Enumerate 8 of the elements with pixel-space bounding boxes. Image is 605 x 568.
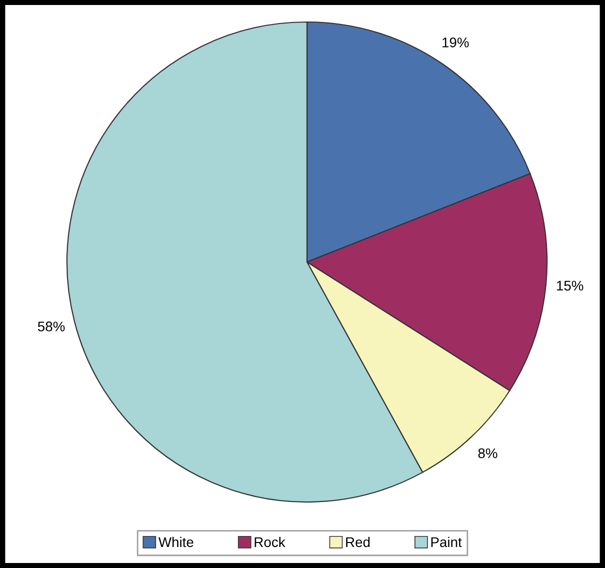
legend-label: Red	[346, 536, 370, 548]
legend-label: White	[158, 536, 194, 548]
data-label: 19%	[442, 38, 469, 48]
data-label: 15%	[556, 280, 584, 291]
legend-label: Rock	[254, 536, 286, 548]
legend-label: Paint	[431, 536, 462, 548]
data-label: 8%	[478, 448, 498, 458]
data-label: 58%	[38, 322, 65, 332]
